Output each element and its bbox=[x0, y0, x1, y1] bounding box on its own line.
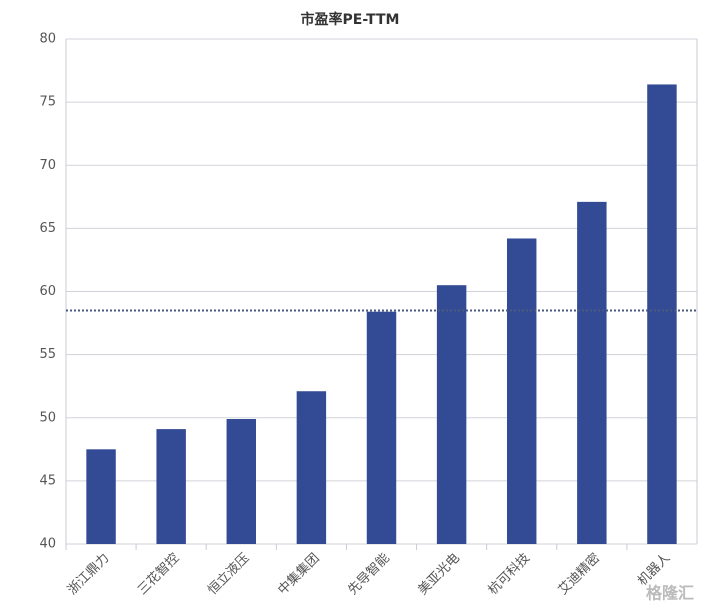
x-tick-label: 三花智控 bbox=[134, 550, 182, 598]
x-tick-label: 先导智能 bbox=[345, 551, 392, 598]
y-tick-label: 55 bbox=[39, 347, 56, 362]
y-tick-label: 60 bbox=[39, 284, 56, 299]
bar bbox=[647, 84, 677, 544]
x-tick-label: 美亚光电 bbox=[416, 551, 463, 598]
x-tick-label: 杭可科技 bbox=[486, 551, 533, 598]
y-tick-label: 45 bbox=[39, 473, 56, 488]
y-tick-label: 40 bbox=[39, 537, 56, 552]
x-tick-label: 恒立液压 bbox=[205, 551, 252, 598]
y-tick-label: 65 bbox=[39, 221, 56, 236]
bar bbox=[577, 201, 607, 545]
chart-title: 市盈率PE-TTM bbox=[301, 11, 400, 28]
x-tick-label: 艾迪精密 bbox=[555, 550, 603, 598]
y-tick-label: 70 bbox=[39, 158, 56, 173]
x-tick-label: 浙江鼎力 bbox=[65, 551, 112, 598]
y-tick-label: 75 bbox=[39, 95, 56, 110]
bar bbox=[366, 311, 397, 544]
watermark: 格隆汇 bbox=[646, 584, 694, 603]
bar bbox=[296, 391, 327, 544]
bar bbox=[436, 285, 467, 544]
x-tick-label: 中集集团 bbox=[275, 550, 323, 598]
bar bbox=[86, 449, 116, 544]
y-tick-label: 50 bbox=[39, 410, 56, 425]
y-tick-label: 80 bbox=[39, 32, 56, 47]
bar bbox=[156, 429, 186, 544]
bar bbox=[226, 419, 257, 544]
bar bbox=[506, 238, 537, 544]
